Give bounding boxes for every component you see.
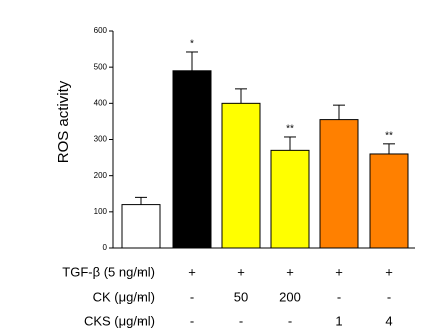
condition-value: - xyxy=(190,313,194,328)
condition-value: - xyxy=(139,264,143,279)
condition-value: - xyxy=(288,313,292,328)
bar xyxy=(369,153,409,249)
y-tick-label: 200 xyxy=(94,171,108,180)
condition-label: CK (μg/ml) xyxy=(93,289,155,304)
significance: ** xyxy=(385,130,393,141)
condition-value: - xyxy=(190,289,194,304)
y-tick-label: 100 xyxy=(94,207,108,216)
bar xyxy=(121,204,161,249)
condition-label: CKS (μg/ml) xyxy=(84,313,155,328)
condition-value: 4 xyxy=(385,313,392,328)
condition-value: + xyxy=(335,264,343,279)
y-tick-label: 600 xyxy=(94,26,108,35)
condition-value: - xyxy=(139,313,143,328)
condition-value: - xyxy=(337,289,341,304)
condition-value: + xyxy=(286,264,294,279)
bar xyxy=(172,70,212,249)
y-tick-label: 0 xyxy=(103,243,108,252)
y-axis-label: ROS activity xyxy=(55,80,72,163)
condition-value: + xyxy=(237,264,245,279)
significance: ** xyxy=(286,124,294,135)
condition-value: + xyxy=(188,264,196,279)
condition-value: - xyxy=(139,289,143,304)
condition-value: - xyxy=(239,313,243,328)
condition-value: + xyxy=(385,264,393,279)
condition-label: TGF-β (5 ng/ml) xyxy=(62,264,155,279)
significance: * xyxy=(190,39,194,50)
y-tick-label: 400 xyxy=(94,98,108,107)
y-tick-label: 500 xyxy=(94,62,108,71)
condition-value: 200 xyxy=(279,289,301,304)
condition-value: 50 xyxy=(234,289,248,304)
condition-value: 1 xyxy=(335,313,342,328)
bar xyxy=(270,149,310,249)
bar xyxy=(319,119,359,249)
bar xyxy=(221,102,261,249)
y-tick-label: 300 xyxy=(94,135,108,144)
condition-value: - xyxy=(387,289,391,304)
